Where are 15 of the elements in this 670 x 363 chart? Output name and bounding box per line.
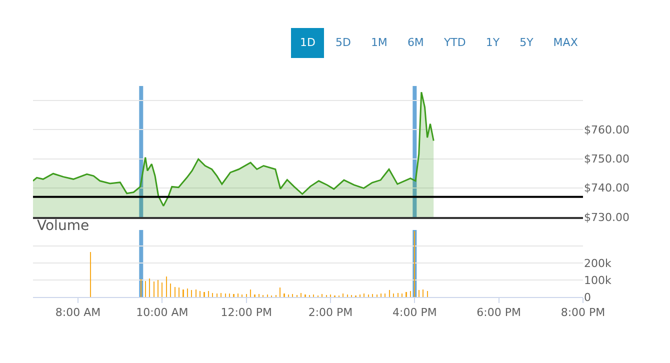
- x-tick-label: 12:00 PM: [220, 306, 272, 320]
- y-tick-label: $730.00: [584, 210, 630, 224]
- y-tick-label: 0: [584, 290, 591, 304]
- x-tick-label: 8:00 PM: [560, 306, 606, 320]
- y-tick-label: $750.00: [584, 152, 630, 166]
- chart-title: Volume: [37, 218, 90, 234]
- x-tick-label: 10:00 AM: [136, 306, 188, 320]
- y-tick-label: $760.00: [584, 124, 630, 137]
- x-tick-label: 8:00 AM: [55, 306, 101, 320]
- x-tick-label: 4:00 PM: [392, 306, 437, 320]
- y-tick-label: 100k: [584, 274, 612, 287]
- y-tick-label: 200k: [584, 256, 612, 270]
- x-tick-label: 6:00 PM: [476, 306, 522, 320]
- x-tick-label: 2:00 PM: [308, 306, 353, 320]
- y-tick-label: $740.00: [584, 182, 630, 195]
